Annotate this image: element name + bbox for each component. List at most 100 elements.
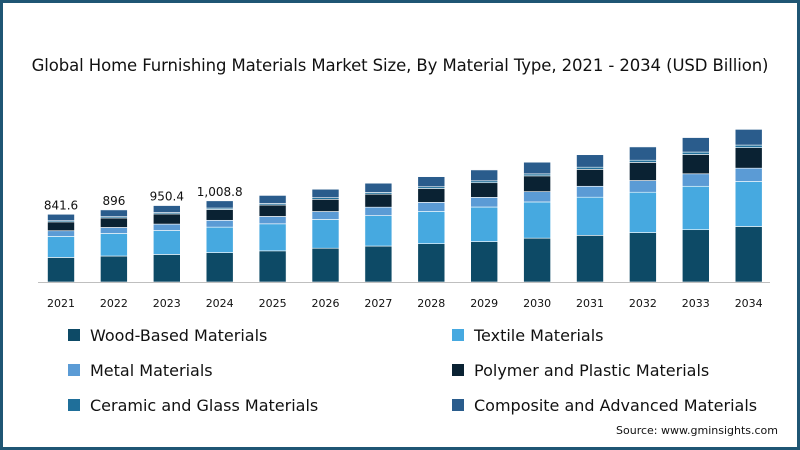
bar-segment-2030-series-0 <box>523 237 551 283</box>
bar-segment-2034-series-4 <box>734 144 763 148</box>
bar-segment-2032-series-2 <box>629 180 657 193</box>
legend-swatch <box>68 364 80 376</box>
bar-segment-2033-series-2 <box>681 173 710 187</box>
bar-segment-2025-series-2 <box>258 216 287 225</box>
bar-segment-2033-series-5 <box>681 137 710 153</box>
bar-segment-2032-series-4 <box>629 159 657 163</box>
legend-label: Ceramic and Glass Materials <box>90 395 319 415</box>
bar-segment-2029-series-2 <box>470 197 499 208</box>
bar-segment-2027-series-0 <box>364 245 393 283</box>
bar-segment-2021-series-0 <box>47 257 75 283</box>
bar-segment-2027-series-1 <box>364 215 393 247</box>
data-label-2024: 1,008.8 <box>197 185 243 199</box>
bar-segment-2023-series-5 <box>153 205 181 213</box>
bar-segment-2022-series-5 <box>100 209 128 217</box>
data-labels-group: 841.6 896 950.4 1,008.8 <box>44 185 243 212</box>
legend-label: Composite and Advanced Materials <box>474 395 758 415</box>
bar-segment-2022-series-0 <box>100 255 128 283</box>
bar-segment-2034-series-2 <box>734 167 763 182</box>
bar-segment-2032-series-1 <box>629 191 657 233</box>
bar-segment-2021-series-2 <box>47 230 75 237</box>
bar-segment-2029-series-3 <box>470 182 499 198</box>
bar-segment-2031-series-0 <box>576 235 604 283</box>
x-tick-label-2025: 2025 <box>259 297 287 310</box>
legend-item-3: Polymer and Plastic Materials <box>452 359 709 381</box>
bar-segment-2028-series-3 <box>417 188 446 203</box>
bar-segment-2024-series-3 <box>205 209 234 221</box>
bar-segment-2032-series-0 <box>629 232 657 283</box>
bar-segment-2026-series-1 <box>311 219 340 249</box>
bar-segment-2026-series-5 <box>311 188 340 198</box>
legend-item-5: Composite and Advanced Materials <box>452 394 757 416</box>
bar-segment-2033-series-0 <box>681 229 710 283</box>
bar-segment-2023-series-1 <box>153 230 181 255</box>
bar-segment-2025-series-3 <box>258 204 287 217</box>
bar-segment-2029-series-1 <box>470 206 499 242</box>
x-tick-label-2022: 2022 <box>100 297 128 310</box>
bar-segment-2033-series-1 <box>681 185 710 231</box>
x-tick-label-2028: 2028 <box>417 297 445 310</box>
bar-segment-2022-series-2 <box>100 227 128 234</box>
legend-label: Wood-Based Materials <box>90 325 268 345</box>
bar-segment-2022-series-3 <box>100 217 128 228</box>
legend-swatch <box>452 329 464 341</box>
bar-segment-2028-series-1 <box>417 211 446 245</box>
bar-segment-2030-series-1 <box>523 201 551 239</box>
bar-segment-2023-series-2 <box>153 223 181 231</box>
bar-segment-2029-series-0 <box>470 241 499 283</box>
x-tick-label-2027: 2027 <box>364 297 392 310</box>
legend-swatch <box>452 364 464 376</box>
x-tick-label-2034: 2034 <box>735 297 763 310</box>
x-tick-label-2024: 2024 <box>206 297 234 310</box>
bar-segment-2031-series-3 <box>576 169 604 187</box>
bar-segment-2034-series-3 <box>734 147 763 169</box>
legend-item-1: Textile Materials <box>452 324 604 346</box>
bar-segment-2021-series-3 <box>47 221 75 232</box>
bar-segment-2031-series-2 <box>576 185 604 198</box>
bar-segment-2027-series-3 <box>364 193 393 208</box>
bar-segment-2026-series-2 <box>311 211 340 220</box>
x-tick-label-2023: 2023 <box>153 297 181 310</box>
bar-segment-2024-series-2 <box>205 219 234 228</box>
x-tick-label-2030: 2030 <box>523 297 551 310</box>
x-tick-label-2032: 2032 <box>629 297 657 310</box>
bar-segment-2026-series-0 <box>311 247 340 283</box>
bar-segment-2031-series-5 <box>576 154 604 168</box>
x-tick-label-2021: 2021 <box>47 297 75 310</box>
x-tick-label-2033: 2033 <box>682 297 710 310</box>
bar-segment-2030-series-3 <box>523 175 551 192</box>
x-tick-label-2026: 2026 <box>312 297 340 310</box>
bar-segment-2026-series-3 <box>311 198 340 212</box>
bar-segment-2028-series-2 <box>417 202 446 212</box>
bar-segment-2031-series-1 <box>576 196 604 236</box>
bar-segment-2024-series-5 <box>205 200 234 209</box>
x-tick-label-2031: 2031 <box>576 297 604 310</box>
bar-segment-2021-series-1 <box>47 236 75 258</box>
bar-segment-2029-series-5 <box>470 169 499 182</box>
legend-label: Metal Materials <box>90 360 213 380</box>
bar-segment-2034-series-1 <box>734 181 763 227</box>
legend-label: Textile Materials <box>474 325 604 345</box>
bar-segment-2033-series-3 <box>681 154 710 175</box>
bar-segment-2022-series-1 <box>100 233 128 257</box>
bar-segment-2025-series-0 <box>258 250 287 283</box>
bar-segment-2027-series-2 <box>364 206 393 216</box>
bar-segment-2034-series-0 <box>734 226 763 283</box>
data-label-2022: 896 <box>102 194 125 208</box>
bar-segment-2030-series-5 <box>523 161 551 175</box>
bar-segment-2027-series-5 <box>364 182 393 193</box>
data-label-2023: 950.4 <box>150 190 184 204</box>
bar-segment-2023-series-0 <box>153 254 181 283</box>
bar-segment-2032-series-5 <box>629 146 657 161</box>
bars-group <box>47 129 763 283</box>
x-tick-labels-group: 2021 2022 2023 2024 2025 2026 2027 2028 2029 2030… <box>47 297 763 310</box>
data-label-2021: 841.6 <box>44 198 78 212</box>
legend-swatch <box>68 329 80 341</box>
bar-segment-2028-series-0 <box>417 243 446 283</box>
bar-segment-2021-series-5 <box>47 213 75 221</box>
legend-item-0: Wood-Based Materials <box>68 324 267 346</box>
bar-segment-2025-series-5 <box>258 195 287 204</box>
legend-swatch <box>452 399 464 411</box>
bar-segment-2025-series-1 <box>258 223 287 252</box>
